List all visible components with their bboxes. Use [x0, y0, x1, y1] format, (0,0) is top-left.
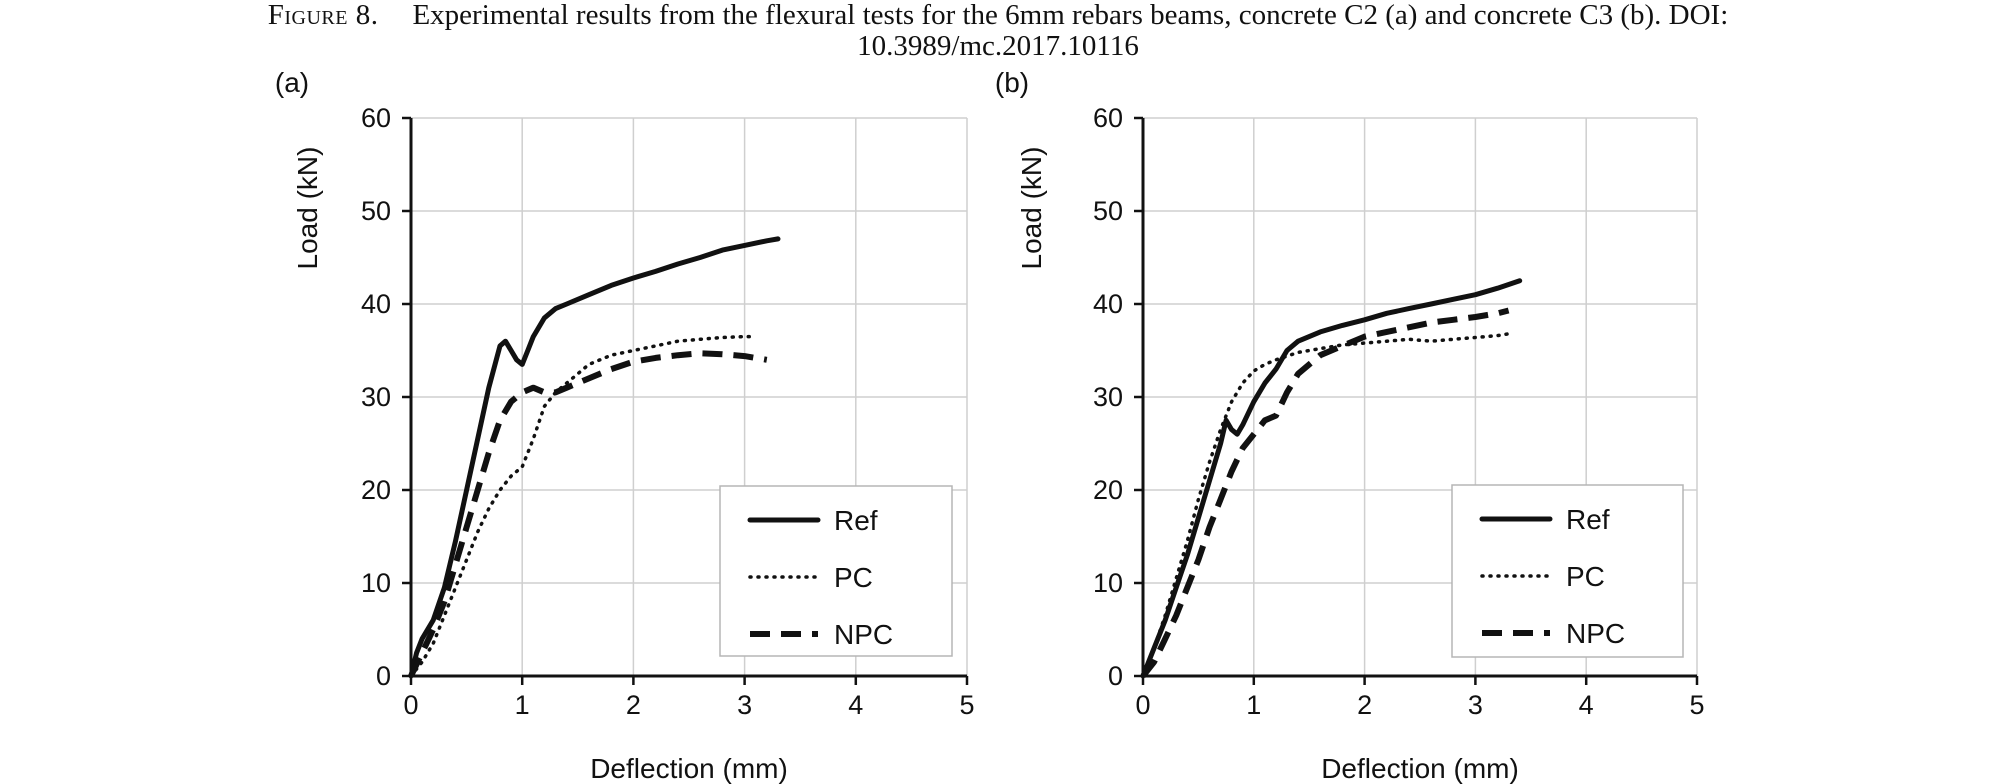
x-tick-label: 1 — [515, 690, 530, 720]
series-line-pc — [409, 334, 758, 678]
x-axis-title: Deflection (mm) — [590, 753, 788, 784]
y-tick-label: 60 — [1093, 103, 1123, 133]
panel-label: (b) — [995, 67, 1029, 98]
y-tick-label: 40 — [361, 289, 391, 319]
y-tick-label: 30 — [361, 382, 391, 412]
legend-label-npc: NPC — [1566, 618, 1625, 649]
x-tick-label: 5 — [959, 690, 974, 720]
y-tick-label: 0 — [376, 661, 391, 691]
series-line-pc — [1141, 332, 1511, 678]
y-tick-label: 0 — [1108, 661, 1123, 691]
y-tick-label: 30 — [1093, 382, 1123, 412]
chart-panel-b: 0 10 20 30 40 50 60 0 1 2 3 4 5 Deflection (mm) Load (… — [995, 67, 1705, 784]
legend-box — [719, 485, 953, 657]
legend-label-npc: NPC — [834, 619, 893, 650]
x-axis-title: Deflection (mm) — [1321, 753, 1519, 784]
x-tick-label: 4 — [848, 690, 863, 720]
legend: Ref PC NPC — [719, 485, 953, 657]
panel-label: (a) — [275, 67, 309, 98]
y-tick-label: 20 — [1093, 475, 1123, 505]
x-tick-label: 5 — [1689, 690, 1704, 720]
x-tick-label: 3 — [1468, 690, 1483, 720]
y-tick-label: 50 — [361, 196, 391, 226]
figure-caption: Figure 8. Experimental results from the f… — [0, 0, 1996, 62]
series-line-npc — [408, 350, 768, 678]
series-line-ref — [408, 236, 781, 679]
x-tick-label: 1 — [1246, 690, 1261, 720]
series-line-ref — [1140, 278, 1523, 679]
y-axis-title: Load (kN) — [292, 147, 323, 270]
x-tick-label: 3 — [737, 690, 752, 720]
y-tick-label: 60 — [361, 103, 391, 133]
figure-label: Figure 8. — [267, 0, 379, 31]
y-tick-label: 20 — [361, 475, 391, 505]
x-tick-label: 2 — [626, 690, 641, 720]
y-axis-title: Load (kN) — [1016, 147, 1047, 270]
legend: Ref PC NPC — [1451, 484, 1684, 658]
chart-panel-a: 0 10 20 30 40 50 60 0 1 2 3 4 5 Deflection (mm) Load (… — [275, 67, 975, 784]
x-tick-label: 4 — [1579, 690, 1594, 720]
y-tick-label: 40 — [1093, 289, 1123, 319]
y-tick-label: 10 — [361, 568, 391, 598]
caption-line-1: Figure 8. Experimental results from the f… — [0, 0, 1996, 31]
caption-text: Experimental results from the flexural t… — [412, 0, 1729, 31]
y-tick-label: 50 — [1093, 196, 1123, 226]
legend-box — [1451, 484, 1684, 658]
legend-label-pc: PC — [1566, 561, 1605, 592]
caption-line-2: 10.3989/mc.2017.10116 — [857, 30, 1139, 62]
legend-label-ref: Ref — [1566, 504, 1610, 535]
x-tick-label: 0 — [403, 690, 418, 720]
legend-label-ref: Ref — [834, 505, 878, 536]
x-tick-label: 0 — [1135, 690, 1150, 720]
legend-label-pc: PC — [834, 562, 873, 593]
series-line-npc — [1140, 307, 1510, 678]
y-tick-label: 10 — [1093, 568, 1123, 598]
x-tick-label: 2 — [1357, 690, 1372, 720]
